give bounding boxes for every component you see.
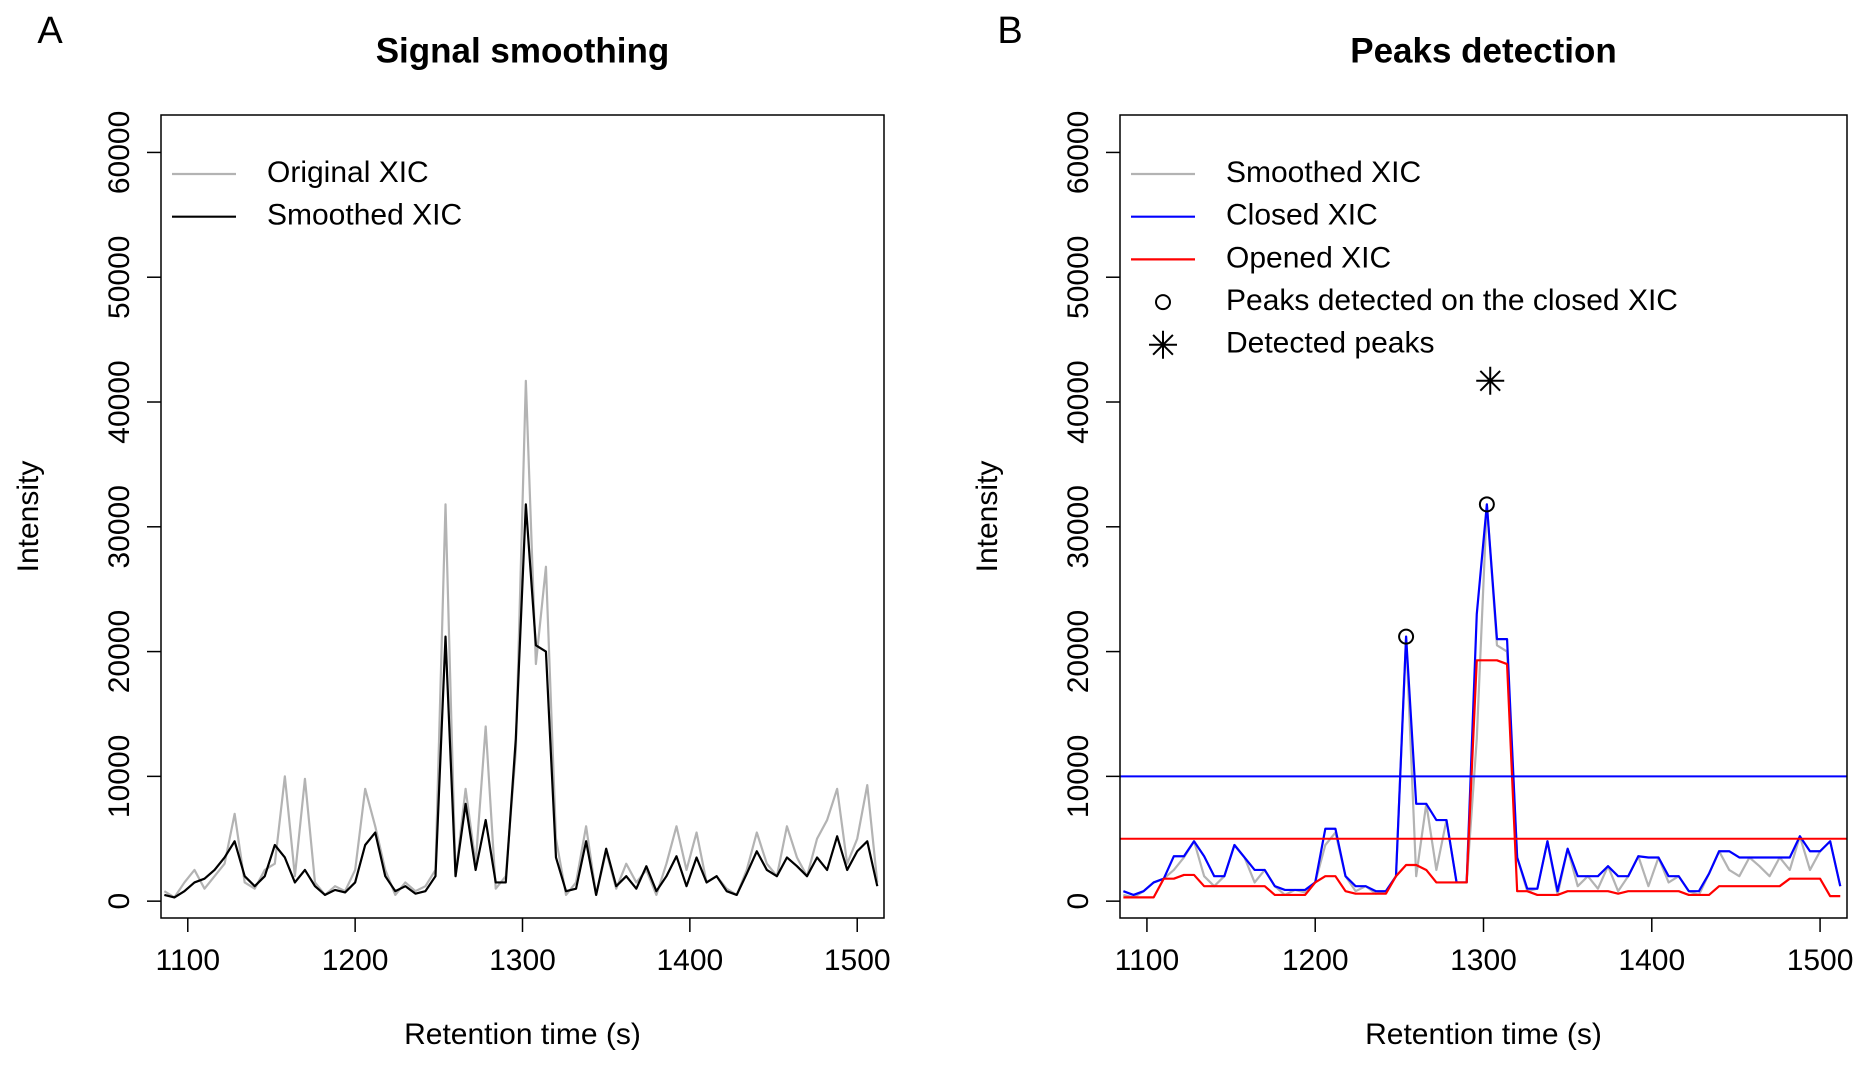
series-line (164, 503, 879, 899)
series-line (1123, 659, 1841, 899)
series-line (163, 379, 879, 899)
panel-label: A (37, 10, 63, 52)
y-tick-label: 30000 (1062, 485, 1095, 568)
chart-title: Signal smoothing (376, 31, 670, 70)
x-axis-label: Retention time (s) (1365, 1018, 1602, 1051)
y-tick-label: 0 (103, 893, 136, 910)
plot-area (163, 379, 879, 899)
x-tick-label: 1200 (1282, 944, 1349, 977)
y-tick-label: 30000 (103, 485, 136, 568)
legend-label: Closed XIC (1226, 199, 1378, 232)
legend-label: Peaks detected on the closed XIC (1226, 284, 1678, 317)
x-tick-label: 1300 (489, 944, 556, 977)
plot-area (1122, 366, 1842, 899)
legend-label: Smoothed XIC (1226, 156, 1421, 189)
plot-box (1119, 114, 1848, 919)
peak-marker (1476, 366, 1505, 395)
x-tick-label: 1100 (1115, 944, 1180, 977)
x-tick-label: 1500 (824, 944, 891, 977)
legend-label: Detected peaks (1226, 327, 1434, 360)
x-tick-label: 1300 (1450, 944, 1517, 977)
x-tick-label: 1400 (656, 944, 723, 977)
series-line (1122, 503, 1842, 897)
x-tick-label: 1200 (322, 944, 389, 977)
legend-symbol (1155, 294, 1171, 311)
y-tick-label: 50000 (103, 236, 136, 319)
x-tick-label: 1100 (156, 944, 221, 977)
x-tick-label: 1400 (1618, 944, 1685, 977)
peak-marker (1398, 628, 1415, 645)
y-axis-label: Intensity (12, 461, 45, 573)
y-axis-label: Intensity (971, 461, 1004, 573)
y-tick-label: 40000 (1062, 360, 1095, 443)
y-tick-label: 20000 (1062, 610, 1095, 693)
x-axis-label: Retention time (s) (404, 1018, 641, 1051)
legend-label: Original XIC (267, 156, 429, 189)
x-tick-label: 1500 (1787, 944, 1854, 977)
y-tick-label: 50000 (1062, 236, 1095, 319)
y-tick-label: 10000 (103, 735, 136, 818)
legend-label: Opened XIC (1226, 241, 1391, 274)
legend-symbol (1149, 330, 1177, 359)
plot-box (160, 114, 885, 919)
y-tick-label: 10000 (1062, 735, 1095, 818)
y-tick-label: 20000 (103, 610, 136, 693)
panel-label: B (997, 10, 1022, 52)
y-tick-label: 60000 (1062, 111, 1095, 194)
peak-marker (1478, 496, 1495, 513)
y-tick-label: 60000 (103, 111, 136, 194)
legend-label: Smoothed XIC (267, 199, 462, 232)
chart-title: Peaks detection (1350, 31, 1617, 70)
y-tick-label: 0 (1062, 893, 1095, 910)
y-tick-label: 40000 (103, 360, 136, 443)
